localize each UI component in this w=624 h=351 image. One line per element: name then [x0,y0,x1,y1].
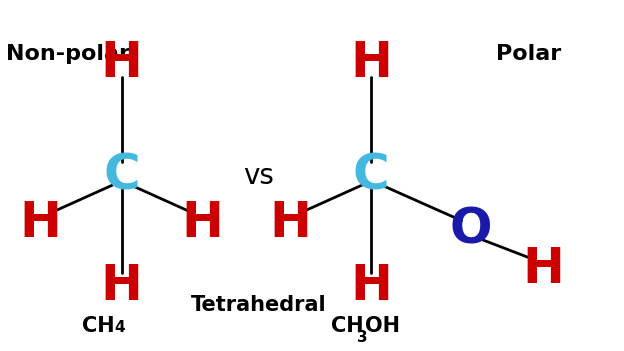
Text: H: H [100,39,143,87]
Text: H: H [182,199,224,247]
Text: Polar: Polar [496,45,562,64]
Text: 4: 4 [114,320,125,335]
Text: H: H [350,262,392,310]
Text: 3: 3 [357,330,368,345]
Text: O: O [450,206,492,254]
Text: H: H [19,199,62,247]
Text: H: H [100,262,143,310]
Text: CH: CH [331,316,363,336]
Text: H: H [522,245,564,292]
Text: H: H [269,199,311,247]
Text: vs: vs [243,161,275,190]
Text: Tetrahedral: Tetrahedral [191,296,327,315]
Text: OH: OH [365,316,400,336]
Text: CH: CH [82,316,114,336]
Text: C: C [353,152,389,199]
Text: Non-polar: Non-polar [6,45,130,64]
Text: C: C [104,152,140,199]
Text: H: H [350,39,392,87]
